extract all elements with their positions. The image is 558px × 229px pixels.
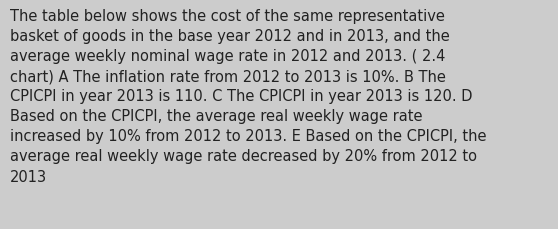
Text: The table below shows the cost of the same representative
basket of goods in the: The table below shows the cost of the sa…: [10, 9, 487, 184]
